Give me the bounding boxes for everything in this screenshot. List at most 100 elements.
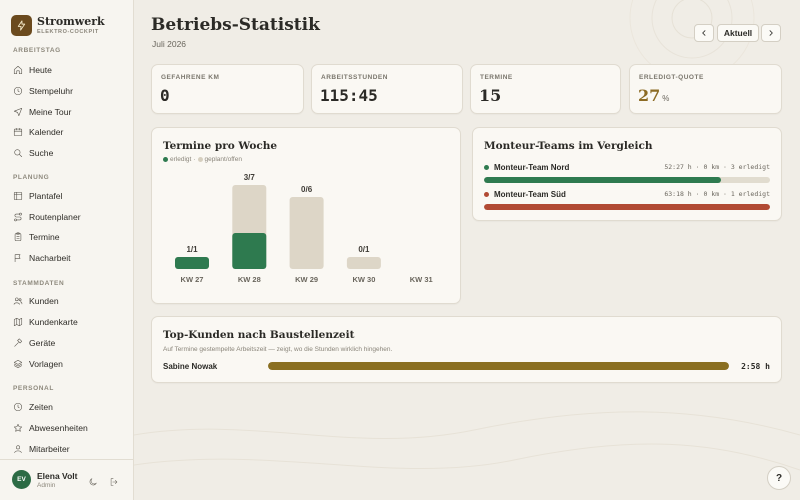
avatar[interactable]: EV: [12, 470, 31, 489]
current-period-button[interactable]: Aktuell: [717, 24, 759, 42]
flag-icon: [14, 254, 21, 263]
sidebar-item-nacharbeit[interactable]: Nacharbeit: [13, 251, 71, 265]
layers-icon: [13, 359, 23, 369]
team-progress-track: [484, 204, 770, 210]
sidebar-item-label: Geräte: [29, 338, 56, 348]
page-title: Betriebs-Statistik: [151, 15, 320, 35]
logout-button[interactable]: [109, 474, 120, 486]
section-personal: PERSONAL: [13, 385, 54, 392]
sidebar-item-geraete[interactable]: Geräte: [13, 336, 55, 350]
kpi-card-km: GEFAHRENE KM 0: [151, 64, 304, 114]
previous-period-button[interactable]: [694, 24, 714, 42]
sidebar-item-termine[interactable]: Termine: [13, 230, 60, 244]
weekly-appointments-card: Termine pro Woche erledigt · geplant/off…: [151, 127, 461, 304]
sidebar-item-label: Kundenkarte: [29, 317, 78, 327]
sidebar-item-label: Stempeluhr: [29, 86, 73, 96]
chevron-right-icon: [769, 30, 773, 36]
card-subtitle: Auf Termine gestempelte Arbeitszeit — ze…: [163, 346, 393, 353]
home-icon: [13, 65, 23, 75]
sidebar-item-label: Abwesenheiten: [29, 423, 88, 433]
card-title: Top-Kunden nach Baustellenzeit: [163, 329, 355, 341]
x-tick-label: KW 27: [181, 275, 204, 284]
brand[interactable]: Stromwerk ELEKTRO-COCKPIT: [0, 0, 133, 40]
hammer-icon: [14, 338, 23, 347]
bar-value-label: 3/7: [244, 173, 256, 182]
navigation-icon: [13, 107, 23, 117]
bar-done: [232, 233, 267, 269]
x-tick-label: KW 31: [410, 275, 433, 284]
sidebar-item-mitarbeiter[interactable]: Mitarbeiter: [13, 442, 70, 456]
sidebar-item-abwesenheiten[interactable]: Abwesenheiten: [13, 421, 88, 435]
sidebar-item-vorlagen[interactable]: Vorlagen: [13, 357, 63, 371]
sidebar-item-label: Termine: [29, 232, 60, 242]
sidebar-item-heute[interactable]: Heute: [13, 63, 52, 77]
legend-dot-done: [163, 157, 168, 162]
calendar-icon: [13, 127, 23, 137]
x-tick-label: KW 28: [238, 275, 261, 284]
kpi-label: ARBEITSSTUNDEN: [321, 74, 388, 81]
sidebar-item-label: Plantafel: [29, 191, 63, 201]
user-icon: [14, 445, 22, 454]
customer-time-track: [268, 362, 729, 370]
section-arbeitstag: ARBEITSTAG: [13, 47, 61, 54]
map-icon: [13, 317, 23, 327]
bar-planned: [289, 197, 324, 269]
team-stats: 63:18 h · 0 km · 1 erledigt: [664, 190, 770, 198]
kpi-card-completion-rate: ERLEDIGT-QUOTE 27%: [629, 64, 782, 114]
bar-planned: [346, 257, 381, 269]
bar-value-label: 0/1: [358, 245, 370, 254]
legend-dot-planned: [197, 157, 203, 162]
sidebar-item-label: Vorlagen: [29, 359, 63, 369]
top-customers-card: Top-Kunden nach Baustellenzeit Auf Termi…: [151, 316, 782, 383]
background-contours: [134, 411, 800, 471]
customer-time-value: 2:58 h: [741, 362, 770, 371]
kpi-label: TERMINE: [480, 74, 513, 81]
kpi-value: 27%: [638, 86, 669, 105]
teams-comparison-card: Monteur-Teams im Vergleich Monteur-Team …: [472, 127, 782, 221]
bar-value-label: 1/1: [186, 245, 198, 254]
kpi-card-appointments: TERMINE 15: [470, 64, 621, 114]
sidebar-item-label: Kunden: [29, 296, 59, 306]
sidebar-item-stempeluhr[interactable]: Stempeluhr: [13, 84, 73, 98]
customer-name: Sabine Nowak: [163, 362, 218, 371]
sidebar-item-label: Routenplaner: [29, 212, 81, 222]
legend-separator: ·: [193, 156, 196, 163]
users-icon: [13, 297, 23, 305]
sidebar-item-label: Heute: [29, 65, 52, 75]
team-color-dot: [484, 165, 489, 170]
bar-done: [175, 257, 209, 269]
sidebar-item-routenplaner[interactable]: Routenplaner: [13, 210, 81, 224]
logout-icon: [110, 478, 118, 486]
brand-name: Stromwerk: [37, 14, 105, 28]
team-stats: 52:27 h · 0 km · 3 erledigt: [664, 163, 770, 171]
search-icon: [14, 149, 23, 158]
team-progress-fill: [484, 204, 770, 210]
clipboard-icon: [14, 232, 22, 242]
help-button[interactable]: ?: [767, 466, 791, 490]
kpi-value: 115:45: [320, 86, 378, 105]
sidebar-item-kundenkarte[interactable]: Kundenkarte: [13, 315, 78, 329]
sidebar-item-kunden[interactable]: Kunden: [13, 294, 59, 308]
route-icon: [14, 212, 22, 222]
next-period-button[interactable]: [761, 24, 781, 42]
sidebar-item-label: Kalender: [29, 127, 64, 137]
legend-done: erledigt: [170, 156, 192, 163]
bar-value-label: 0/6: [301, 185, 313, 194]
card-title: Termine pro Woche: [163, 140, 278, 152]
sidebar-item-suche[interactable]: Suche: [13, 146, 53, 160]
customer-time-bar: [268, 362, 729, 370]
sidebar-item-plantafel[interactable]: Plantafel: [13, 189, 62, 203]
sidebar-item-zeiten[interactable]: Zeiten: [13, 400, 53, 414]
team-name: Monteur-Team Süd: [494, 190, 566, 199]
sidebar-item-label: Mitarbeiter: [29, 444, 70, 454]
lightning-icon: [11, 15, 32, 36]
sidebar-item-label: Zeiten: [29, 402, 53, 412]
kpi-label: ERLEDIGT-QUOTE: [639, 74, 704, 81]
theme-toggle-button[interactable]: [88, 474, 99, 486]
sidebar-item-kalender[interactable]: Kalender: [13, 125, 63, 139]
team-progress-track: [484, 177, 770, 183]
clock-icon: [13, 86, 23, 96]
kpi-value: 0: [160, 86, 170, 105]
sidebar-item-meine-tour[interactable]: Meine Tour: [13, 105, 71, 119]
team-progress-fill: [484, 177, 722, 183]
